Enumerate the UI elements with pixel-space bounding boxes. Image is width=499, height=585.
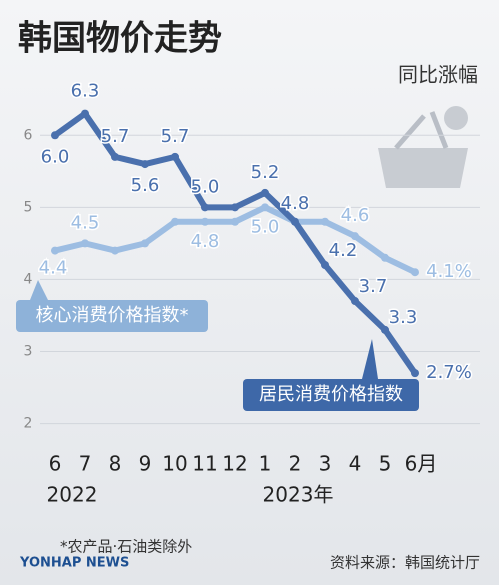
brand: YONHAP NEWS xyxy=(19,556,129,571)
point xyxy=(321,261,329,269)
point xyxy=(381,253,389,262)
point xyxy=(51,246,59,255)
value-label: 4.6 xyxy=(341,205,370,226)
value-label: 4.5 xyxy=(71,212,100,233)
x-tick-label: 1 xyxy=(259,452,272,476)
x-tick-label: 7 xyxy=(79,452,92,476)
point xyxy=(111,152,119,161)
source: 资料来源：韩国统计厅 xyxy=(330,554,480,572)
legend-box xyxy=(243,379,419,411)
value-label: 4.2 xyxy=(329,240,358,261)
point xyxy=(351,297,359,306)
x-tick-label: 3 xyxy=(319,452,332,476)
basket-icon xyxy=(378,106,468,188)
point xyxy=(231,217,239,226)
point xyxy=(381,325,389,334)
value-label: 5.0 xyxy=(251,216,280,237)
point xyxy=(261,188,269,197)
note: *农产品·石油类除外 xyxy=(60,538,192,556)
point xyxy=(171,217,179,226)
value-label: 6.3 xyxy=(71,81,100,102)
x-tick-label: 4 xyxy=(349,452,362,476)
value-label: 3.7 xyxy=(359,276,388,297)
value-label: 6.0 xyxy=(41,146,70,167)
value-label: 5.2 xyxy=(251,162,280,183)
point xyxy=(411,268,419,277)
year-label: 2023年 xyxy=(263,483,334,507)
chart-title: 韩国物价走势 xyxy=(18,19,222,59)
value-label: 5.6 xyxy=(131,175,160,196)
x-tick-label: 6月 xyxy=(405,452,438,476)
point xyxy=(51,131,59,140)
year-label: 2022 xyxy=(47,483,98,507)
value-label: 2.7% xyxy=(426,362,472,383)
x-tick-label: 10 xyxy=(162,452,187,476)
x-tick-label: 9 xyxy=(139,452,152,476)
y-tick-label: 4 xyxy=(24,271,33,287)
legend-pointer xyxy=(30,280,48,300)
point xyxy=(141,160,149,169)
point xyxy=(81,239,89,248)
value-label: 4.8 xyxy=(191,231,220,252)
x-tick-label: 5 xyxy=(379,452,392,476)
value-label: 4.4 xyxy=(39,258,68,279)
point xyxy=(321,217,329,226)
x-tick-label: 8 xyxy=(109,452,122,476)
point xyxy=(171,152,179,161)
point xyxy=(231,203,239,212)
value-label: 4.1% xyxy=(426,261,472,282)
x-tick-label: 6 xyxy=(49,452,62,476)
legend-label: 居民消费价格指数 xyxy=(259,384,403,405)
point xyxy=(201,217,209,226)
value-label: 4.8 xyxy=(281,193,310,214)
point xyxy=(261,203,269,212)
point xyxy=(81,109,89,118)
point xyxy=(141,239,149,248)
legend-pointer xyxy=(362,339,378,379)
y-tick-label: 5 xyxy=(24,199,33,215)
legend-box xyxy=(16,300,208,332)
x-tick-label: 11 xyxy=(192,452,217,476)
value-label: 5.0 xyxy=(191,176,220,197)
x-tick-label: 12 xyxy=(222,452,247,476)
y-tick-label: 3 xyxy=(24,344,33,360)
point xyxy=(351,232,359,241)
value-label: 5.7 xyxy=(101,126,130,147)
subtitle: 同比涨幅 xyxy=(398,63,478,87)
point xyxy=(201,203,209,212)
y-tick-label: 2 xyxy=(24,416,33,432)
point xyxy=(111,246,119,255)
legend-label: 核心消费价格指数* xyxy=(36,305,189,326)
value-label: 5.7 xyxy=(161,126,190,147)
point xyxy=(411,369,419,378)
point xyxy=(291,217,299,226)
y-tick-label: 6 xyxy=(24,127,33,143)
value-label: 3.3 xyxy=(389,307,418,328)
x-tick-label: 2 xyxy=(289,452,302,476)
